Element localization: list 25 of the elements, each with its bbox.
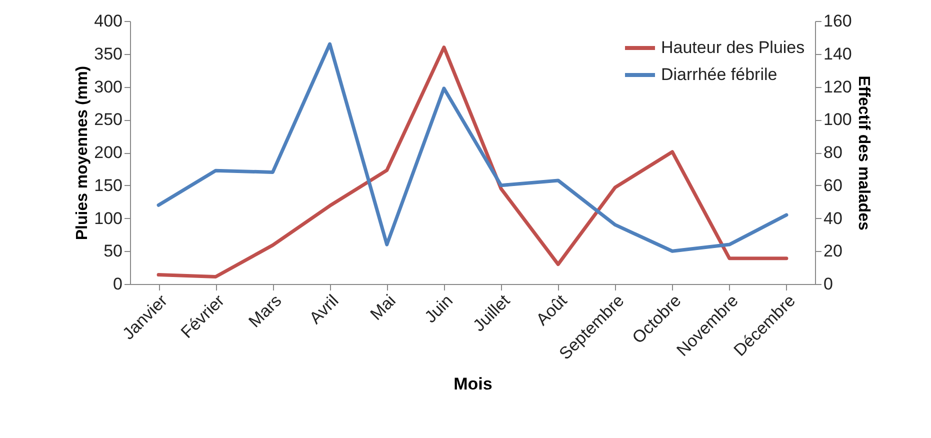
y-tick-label: 400 <box>94 12 122 30</box>
legend-label: Hauteur des Pluies <box>661 38 805 57</box>
y-tick-label: 200 <box>94 143 122 162</box>
x-tick-label: Mai <box>366 291 400 324</box>
x-axis-title: Mois <box>454 374 492 394</box>
y2-tick-label: 140 <box>824 44 852 64</box>
y-tick-label: 50 <box>104 242 122 261</box>
y2-tick-label: 120 <box>824 77 852 96</box>
y-tick-label: 300 <box>94 77 122 96</box>
y2-tick-label: 60 <box>824 176 842 195</box>
y2-tick-label: 40 <box>824 208 842 228</box>
y2-tick-label: 80 <box>824 143 842 162</box>
y2-axis-title: Effectif des malades <box>854 76 872 230</box>
y-tick-label: 150 <box>94 176 122 195</box>
y2-tick-label: 100 <box>824 110 852 130</box>
y-tick-label: 250 <box>94 110 122 130</box>
x-tick-label: Juin <box>420 291 456 327</box>
y-tick-label: 350 <box>94 44 122 64</box>
y2-tick-label: 20 <box>824 242 842 261</box>
y-axis-title: Pluies moyennes (mm) <box>74 66 92 240</box>
y2-tick-label: 160 <box>824 12 852 30</box>
y-tick-label: 0 <box>113 274 122 294</box>
y-tick-label: 100 <box>94 208 122 228</box>
legend-label: Diarrhée fébrile <box>661 65 778 84</box>
y2-tick-label: 0 <box>824 274 833 294</box>
